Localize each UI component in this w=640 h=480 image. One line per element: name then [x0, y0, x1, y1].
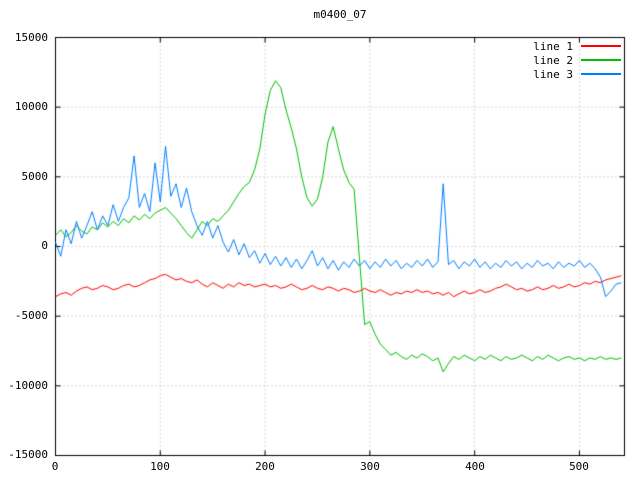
- chart-title: m0400_07: [313, 8, 367, 21]
- legend-entry: line 2: [533, 53, 621, 67]
- legend-line-sample: [581, 59, 621, 61]
- x-tick-label: 200: [255, 460, 275, 473]
- legend-label: line 1: [533, 39, 573, 53]
- y-tick-label: -5000: [14, 309, 48, 322]
- y-tick-label: 0: [41, 239, 48, 252]
- legend-label: line 3: [533, 67, 573, 81]
- legend-entry: line 1: [533, 39, 621, 53]
- y-tick-label: 15000: [14, 31, 48, 44]
- x-tick-label: 0: [51, 460, 59, 473]
- x-tick-label: 300: [360, 460, 380, 473]
- legend-entry: line 3: [533, 67, 621, 81]
- legend-line-sample: [581, 73, 621, 75]
- y-tick-label: 10000: [14, 100, 48, 113]
- y-tick-label: -15000: [8, 448, 48, 461]
- legend-line-sample: [581, 45, 621, 47]
- y-tick-label: -10000: [8, 379, 48, 392]
- x-tick-label: 100: [150, 460, 170, 473]
- x-tick-label: 400: [465, 460, 485, 473]
- legend-label: line 2: [533, 53, 573, 67]
- chart-legend: line 1 line 2 line 3: [533, 39, 621, 81]
- y-tick-label: 5000: [21, 170, 49, 183]
- x-tick-label: 500: [569, 460, 589, 473]
